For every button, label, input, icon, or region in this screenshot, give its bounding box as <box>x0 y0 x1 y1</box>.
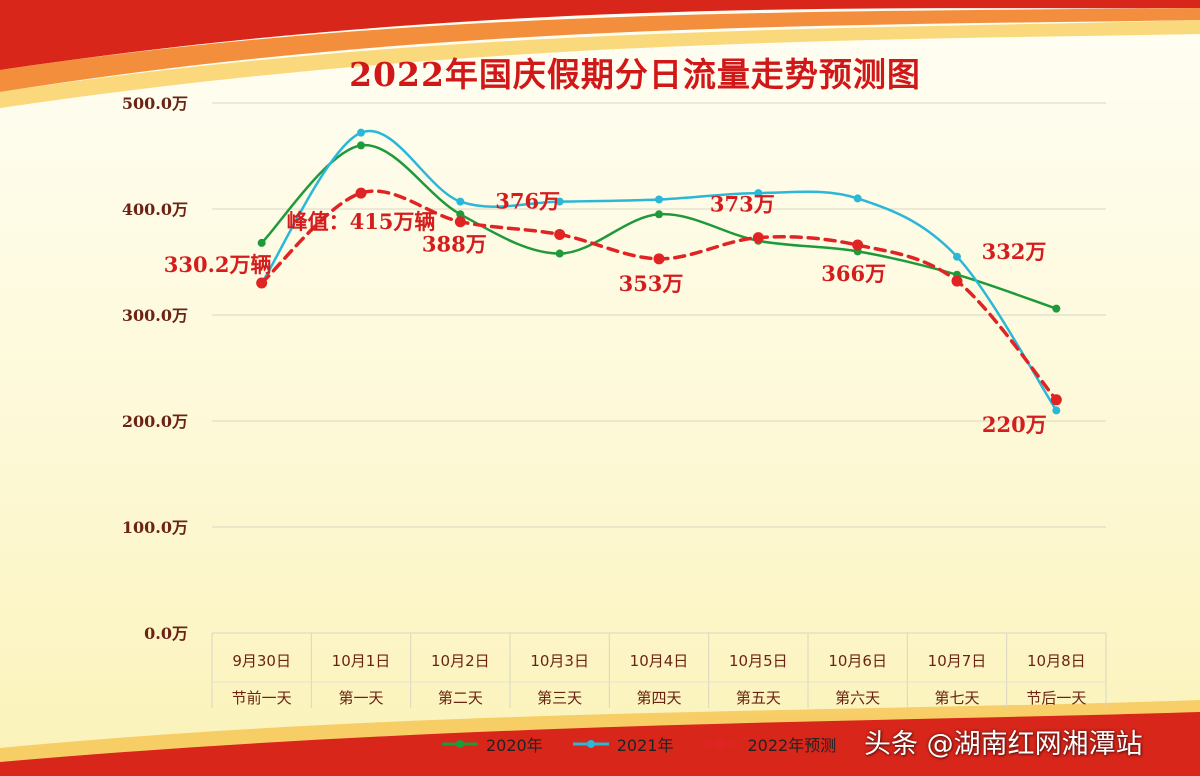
x-tick-label: 10月4日 <box>630 652 689 670</box>
data-point-2022 <box>554 228 566 240</box>
x-tick-label: 10月6日 <box>828 652 887 670</box>
data-point-2021 <box>555 197 564 206</box>
data-point-2021 <box>754 189 763 198</box>
legend-label-2021: 2021年 <box>616 736 674 755</box>
data-point-2020 <box>555 249 564 258</box>
legend-label-2020: 2020年 <box>486 736 543 755</box>
data-point-2021 <box>456 197 465 206</box>
data-label: 388万 <box>422 232 487 257</box>
x-tick-sublabel: 节后一天 <box>1026 689 1086 707</box>
data-point-2022 <box>256 277 268 289</box>
legend-swatch-2020 <box>442 740 478 748</box>
data-point-2021 <box>853 194 862 203</box>
data-label: 220万 <box>982 412 1047 437</box>
x-tick-label: 10月3日 <box>530 652 589 670</box>
y-tick-label: 300.0万 <box>122 306 188 325</box>
data-point-2021 <box>655 195 663 204</box>
x-tick-sublabel: 第二天 <box>438 689 483 707</box>
x-tick-label: 10月7日 <box>928 652 987 670</box>
x-tick-sublabel: 第六天 <box>835 689 880 707</box>
data-label: 373万 <box>710 192 775 217</box>
top-ribbon-red <box>0 0 1200 70</box>
data-point-2020 <box>357 141 365 150</box>
legend-item-2021[interactable]: 2021年 <box>571 732 674 756</box>
data-point-2022 <box>951 275 963 287</box>
x-tick-sublabel: 第五天 <box>736 689 781 707</box>
data-point-2020 <box>1052 304 1061 313</box>
data-label: 峰值：415万辆 <box>287 209 436 234</box>
legend-swatch-2021 <box>572 740 609 748</box>
data-point-2022 <box>852 239 864 251</box>
chart-title: 2022年国庆假期分日流量走势预测图 <box>349 55 921 94</box>
data-label: 366万 <box>821 261 886 286</box>
x-tick-label: 10月1日 <box>332 652 391 670</box>
legend: 2020年 2021年 2022年预测 <box>440 732 836 756</box>
legend-label-2022: 2022年预测 <box>747 736 837 755</box>
data-point-2022 <box>355 187 367 199</box>
data-point-2020 <box>655 210 663 219</box>
x-tick-sublabel: 第一天 <box>338 689 383 707</box>
top-ribbon-gold <box>0 20 1200 108</box>
x-tick-sublabel: 第三天 <box>537 689 582 707</box>
data-point-2021 <box>1052 406 1061 415</box>
y-tick-label: 100.0万 <box>122 518 188 537</box>
x-tick-sublabel: 节前一天 <box>232 689 292 707</box>
y-tick-label: 200.0万 <box>122 412 188 431</box>
data-point-2020 <box>456 210 465 219</box>
x-tick-sublabel: 第七天 <box>934 689 979 707</box>
y-tick-label: 0.0万 <box>144 624 188 643</box>
data-point-2021 <box>357 128 365 137</box>
legend-item-2022[interactable]: 2022年预测 <box>701 732 836 756</box>
y-tick-label: 400.0万 <box>122 200 188 219</box>
x-tick-label: 9月30日 <box>232 652 291 670</box>
grid-layer: 0.0万 100.0万 200.0万 300.0万 400.0万 500.0万 <box>122 94 1106 643</box>
x-tick-sublabel: 第四天 <box>636 689 681 707</box>
y-tick-label: 500.0万 <box>122 94 188 113</box>
x-tick-label: 10月2日 <box>431 652 490 670</box>
data-point-2022 <box>454 216 466 228</box>
data-point-2021 <box>953 252 961 261</box>
legend-swatch-2022 <box>703 739 740 749</box>
top-ribbon-orange <box>0 8 1200 92</box>
x-tick-label: 10月5日 <box>729 652 788 670</box>
x-tick-label: 10月8日 <box>1027 652 1086 670</box>
legend-item-2020[interactable]: 2020年 <box>440 732 543 756</box>
data-point-2022 <box>1050 394 1062 406</box>
series-line-2020 <box>260 144 1058 310</box>
data-point-2022 <box>752 232 764 244</box>
watermark: 头条 @湖南红网湘潭站 <box>864 729 1143 760</box>
series-layer <box>256 128 1062 415</box>
data-label: 353万 <box>619 271 684 296</box>
data-label: 376万 <box>495 188 560 213</box>
data-label: 332万 <box>982 239 1047 264</box>
data-point-2022 <box>653 253 665 265</box>
data-label: 330.2万辆 <box>164 252 272 277</box>
annotation-layer: 峰值：415万辆 330.2万辆 388万 376万 353万 373万 366万 332万 2… <box>164 188 1047 436</box>
data-point-2020 <box>257 238 266 247</box>
